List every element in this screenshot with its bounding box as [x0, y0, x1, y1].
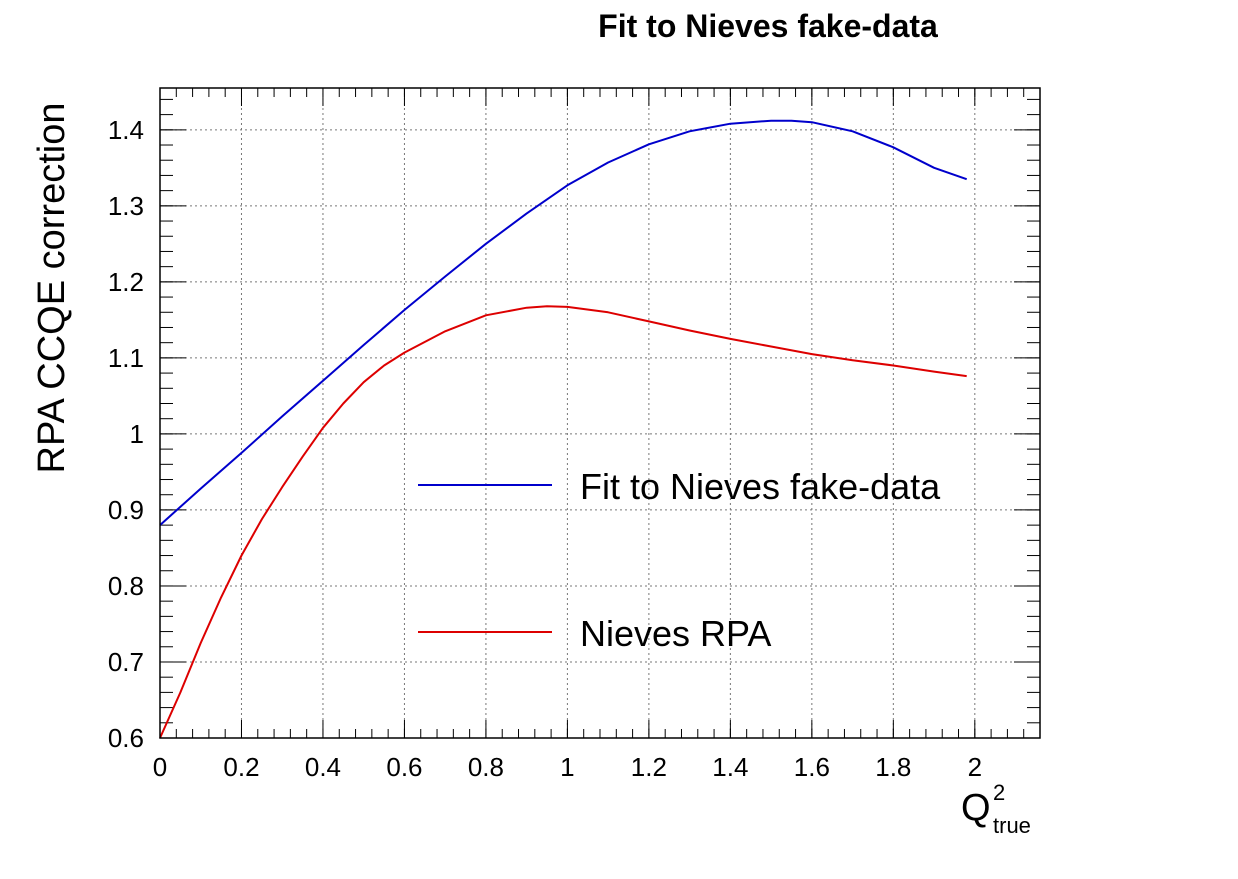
x-tick-label: 1.8: [875, 752, 911, 782]
x-tick-labels: 0 0.2 0.4 0.6 0.8 1 1.2 1.4 1.6 1.8 2: [153, 752, 982, 782]
x-axis-label: Q 2 true: [961, 780, 1031, 838]
x-axis-label-main: Q: [961, 787, 991, 829]
grid: [159, 88, 1040, 739]
series-lines: [159, 119, 968, 739]
chart-title: Fit to Nieves fake-data: [598, 8, 938, 44]
x-axis-label-sup: 2: [993, 780, 1005, 805]
legend-label-fit: Fit to Nieves fake-data: [580, 466, 941, 507]
x-tick-label: 0.2: [223, 752, 259, 782]
x-tick-label: 1.4: [712, 752, 748, 782]
axis-ticks: [159, 88, 1041, 739]
x-tick-label: 0.8: [468, 752, 504, 782]
y-tick-labels: 0.6 0.7 0.8 0.9 1 1.1 1.2 1.3 1.4: [108, 115, 144, 753]
y-tick-label: 1.2: [108, 267, 144, 297]
legend: Fit to Nieves fake-data Nieves RPA: [418, 466, 941, 654]
x-tick-label: 0: [153, 752, 167, 782]
y-tick-label: 1.4: [108, 115, 144, 145]
y-tick-label: 1.3: [108, 191, 144, 221]
y-tick-label: 0.9: [108, 495, 144, 525]
x-tick-label: 0.6: [386, 752, 422, 782]
y-axis-label: RPA CCQE correction: [31, 103, 73, 474]
y-tick-label: 0.8: [108, 571, 144, 601]
x-tick-label: 1.6: [794, 752, 830, 782]
series-line-0: [159, 119, 968, 526]
y-tick-label: 1: [130, 419, 144, 449]
legend-label-nieves: Nieves RPA: [580, 613, 771, 654]
x-tick-label: 1: [560, 752, 574, 782]
x-tick-label: 2: [968, 752, 982, 782]
x-tick-label: 1.2: [631, 752, 667, 782]
y-tick-label: 0.6: [108, 723, 144, 753]
x-tick-label: 0.4: [305, 752, 341, 782]
y-tick-label: 1.1: [108, 343, 144, 373]
series-line-1: [159, 305, 967, 739]
x-axis-label-sub: true: [993, 813, 1031, 838]
plot-frame: [159, 87, 1041, 739]
y-tick-label: 0.7: [108, 647, 144, 677]
